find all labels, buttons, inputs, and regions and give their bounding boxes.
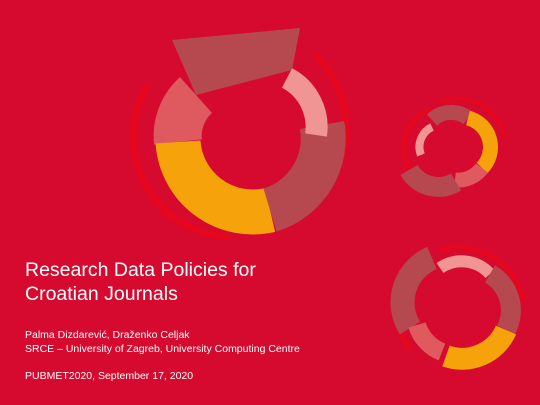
title-line-1: Research Data Policies for [25,259,256,281]
event-info: PUBMET2020, September 17, 2020 [25,370,194,382]
author-names: Palma Dizdarević, Draženko Celjak [25,329,190,341]
presentation-title: Research Data Policies for Croatian Jour… [25,258,355,306]
donut-ring-large [129,28,350,241]
affiliation: SRCE – University of Zagreb, University … [25,343,300,355]
author-block: Palma Dizdarević, Draženko Celjak SRCE –… [25,328,300,356]
donut-ring-small [400,96,507,197]
donut-ring-medium [390,244,526,370]
title-line-2: Croatian Journals [25,283,178,305]
